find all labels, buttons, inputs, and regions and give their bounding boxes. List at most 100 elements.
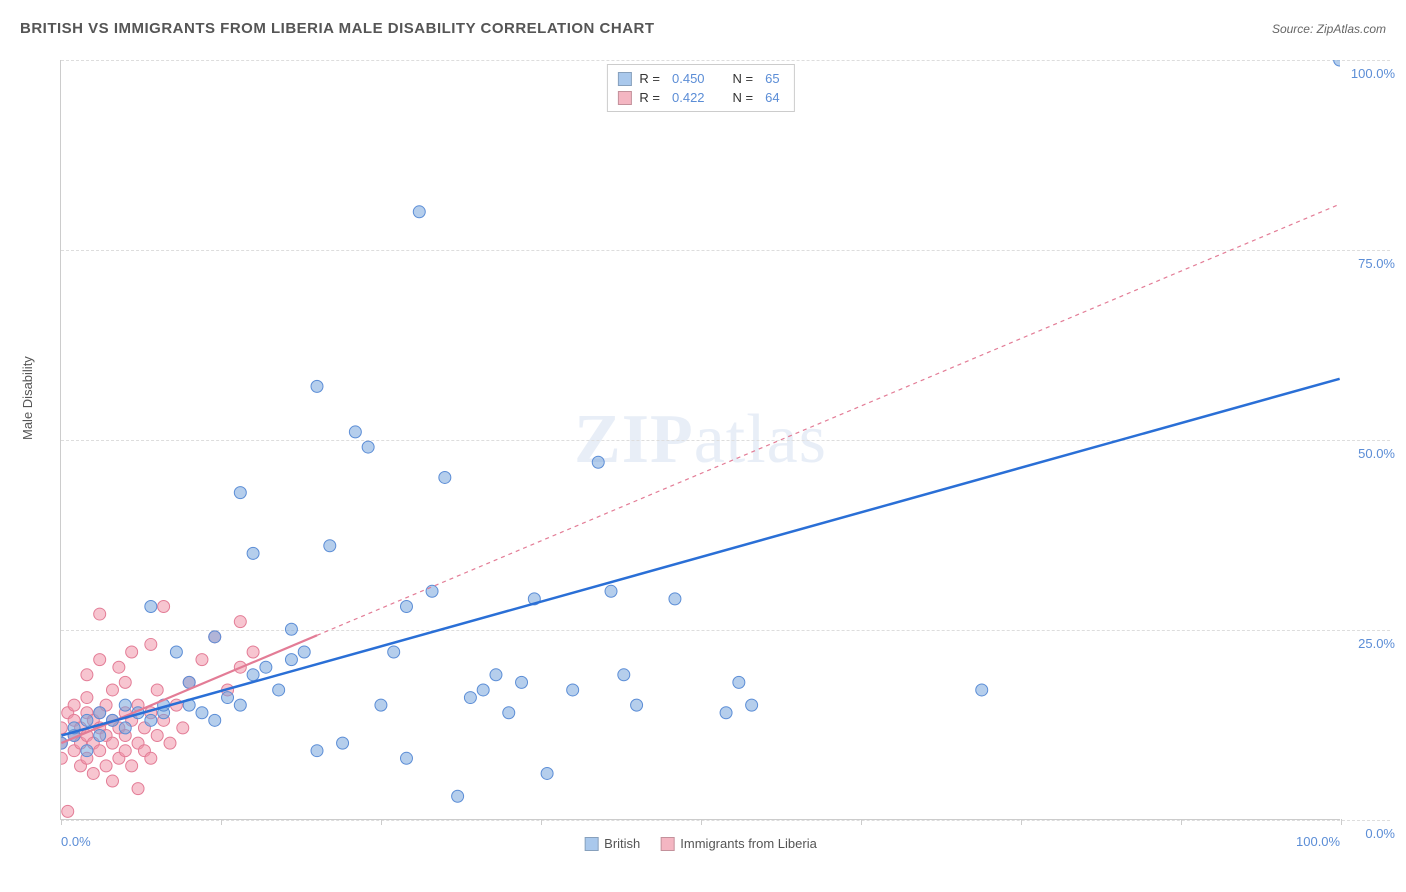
n-value: 65: [765, 71, 779, 86]
data-point-british: [426, 585, 438, 597]
data-point-liberia: [145, 707, 157, 719]
data-point-liberia: [151, 684, 163, 696]
n-label: N =: [733, 71, 754, 86]
data-point-british: [106, 714, 118, 726]
data-point-british: [81, 745, 93, 757]
data-point-liberia: [113, 752, 125, 764]
watermark-light: atlas: [694, 401, 827, 478]
data-point-british: [503, 707, 515, 719]
data-point-liberia: [81, 730, 93, 742]
grid-line: [61, 630, 1390, 631]
data-point-liberia: [81, 752, 93, 764]
data-point-british: [68, 722, 80, 734]
x-tick: [701, 819, 702, 825]
grid-line: [61, 250, 1390, 251]
data-point-liberia: [75, 760, 87, 772]
data-point-british: [311, 380, 323, 392]
legend-item-british: British: [584, 836, 640, 851]
x-tick: [861, 819, 862, 825]
x-tick: [1341, 819, 1342, 825]
data-point-liberia: [234, 616, 246, 628]
swatch-icon: [617, 91, 631, 105]
y-tick-label: 75.0%: [1358, 256, 1395, 271]
x-tick: [61, 819, 62, 825]
data-point-british: [209, 714, 221, 726]
grid-line: [61, 60, 1390, 61]
data-point-liberia: [75, 722, 87, 734]
y-tick-label: 50.0%: [1358, 446, 1395, 461]
y-axis-title: Male Disability: [20, 356, 35, 440]
data-point-liberia: [119, 707, 131, 719]
data-point-british: [158, 707, 170, 719]
data-point-british: [720, 707, 732, 719]
series-legend: British Immigrants from Liberia: [584, 836, 817, 851]
swatch-icon: [660, 837, 674, 851]
data-point-british: [528, 593, 540, 605]
data-point-liberia: [234, 661, 246, 673]
data-point-british: [746, 699, 758, 711]
legend-row-liberia: R = 0.422 N = 64: [617, 88, 783, 107]
data-point-british: [170, 646, 182, 658]
data-point-british: [400, 600, 412, 612]
data-point-liberia: [61, 752, 67, 764]
data-point-british: [119, 722, 131, 734]
data-point-british: [669, 593, 681, 605]
trend-line-british: [61, 379, 1339, 736]
data-point-british: [631, 699, 643, 711]
data-point-british: [324, 540, 336, 552]
y-tick-label: 0.0%: [1365, 826, 1395, 841]
data-point-british: [119, 699, 131, 711]
data-point-british: [976, 684, 988, 696]
data-point-british: [94, 707, 106, 719]
data-point-liberia: [126, 760, 138, 772]
data-point-liberia: [106, 737, 118, 749]
chart-title: BRITISH VS IMMIGRANTS FROM LIBERIA MALE …: [20, 20, 655, 37]
data-point-liberia: [87, 737, 99, 749]
x-tick: [1181, 819, 1182, 825]
r-value: 0.422: [672, 90, 705, 105]
data-point-british: [618, 669, 630, 681]
data-point-liberia: [158, 714, 170, 726]
data-point-british: [222, 692, 234, 704]
data-point-liberia: [61, 722, 67, 734]
x-tick: [541, 819, 542, 825]
data-point-british: [349, 426, 361, 438]
data-point-british: [733, 676, 745, 688]
data-point-liberia: [62, 707, 74, 719]
data-point-liberia: [119, 745, 131, 757]
data-point-liberia: [145, 638, 157, 650]
data-point-british: [464, 692, 476, 704]
data-point-liberia: [68, 699, 80, 711]
data-point-british: [375, 699, 387, 711]
data-point-liberia: [106, 684, 118, 696]
data-point-liberia: [75, 737, 87, 749]
data-point-liberia: [94, 707, 106, 719]
data-point-liberia: [94, 722, 106, 734]
r-label: R =: [639, 71, 660, 86]
data-point-british: [81, 714, 93, 726]
data-point-british: [285, 654, 297, 666]
n-label: N =: [733, 90, 754, 105]
data-point-british: [311, 745, 323, 757]
trend-line-liberia-dashed: [317, 204, 1340, 635]
data-point-british: [247, 547, 259, 559]
data-point-liberia: [87, 714, 99, 726]
data-point-british: [592, 456, 604, 468]
data-point-liberia: [158, 600, 170, 612]
x-tick: [381, 819, 382, 825]
data-point-liberia: [94, 654, 106, 666]
data-point-liberia: [106, 714, 118, 726]
data-point-british: [388, 646, 400, 658]
data-point-liberia: [222, 684, 234, 696]
data-point-british: [247, 669, 259, 681]
correlation-legend: R = 0.450 N = 65 R = 0.422 N = 64: [606, 64, 794, 112]
data-point-liberia: [68, 730, 80, 742]
data-point-british: [400, 752, 412, 764]
data-point-british: [61, 737, 67, 749]
data-point-british: [158, 699, 170, 711]
data-point-british: [273, 684, 285, 696]
data-point-british: [183, 699, 195, 711]
data-point-british: [452, 790, 464, 802]
data-point-liberia: [61, 737, 67, 749]
data-point-british: [183, 676, 195, 688]
